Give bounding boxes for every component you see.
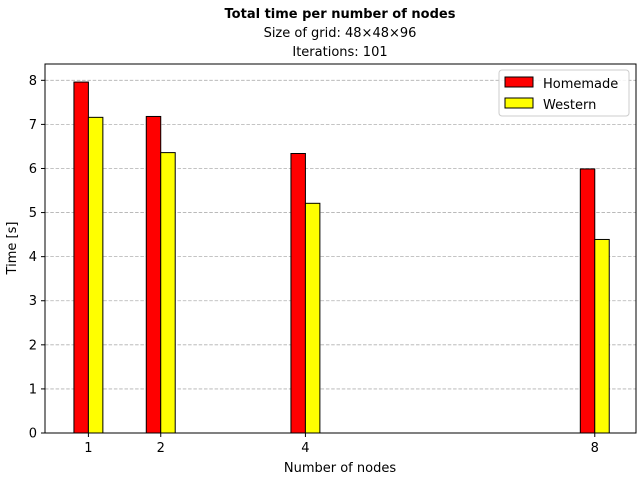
y-tick-label: 5 (29, 206, 37, 221)
legend-label-homemade: Homemade (543, 77, 618, 92)
y-tick-label: 6 (29, 162, 37, 177)
bar-western (160, 152, 176, 434)
bar-western (594, 238, 610, 434)
bar-homemade (145, 115, 162, 434)
bar-homemade (290, 152, 306, 434)
plot-frame (44, 63, 637, 434)
x-tick-label: 1 (84, 441, 92, 456)
chart-subtitle-iterations: Iterations: 101 (292, 45, 387, 60)
bar-western (87, 116, 104, 434)
y-axis-ticks: 0 1 2 3 4 5 6 7 8 (29, 74, 45, 442)
gridlines (45, 79, 636, 390)
y-tick-label: 1 (29, 382, 37, 397)
y-tick-label: 2 (29, 338, 37, 353)
bar-homemade (579, 168, 596, 434)
y-tick-label: 8 (29, 74, 37, 89)
chart-subtitle-grid: Size of grid: 48×48×96 (264, 26, 417, 41)
x-tick-label: 2 (157, 441, 165, 456)
bar-homemade (73, 81, 89, 434)
y-tick-label: 4 (29, 250, 37, 265)
chart-title: Total time per number of nodes (225, 7, 456, 22)
legend: Homemade Western (498, 69, 630, 117)
x-tick-label: 4 (301, 441, 309, 456)
x-axis-label: Number of nodes (284, 461, 396, 476)
x-tick-label: 8 (591, 441, 599, 456)
y-tick-label: 0 (29, 427, 37, 442)
y-tick-label: 3 (29, 294, 37, 309)
bar-western (304, 202, 321, 434)
y-axis-label: Time [s] (5, 222, 20, 276)
legend-swatch-western (504, 97, 534, 109)
bars (73, 81, 610, 434)
legend-swatch-homemade (504, 76, 534, 88)
y-tick-label: 7 (29, 118, 37, 133)
legend-label-western: Western (543, 98, 596, 113)
x-axis-ticks: 1 2 4 8 (84, 433, 599, 456)
